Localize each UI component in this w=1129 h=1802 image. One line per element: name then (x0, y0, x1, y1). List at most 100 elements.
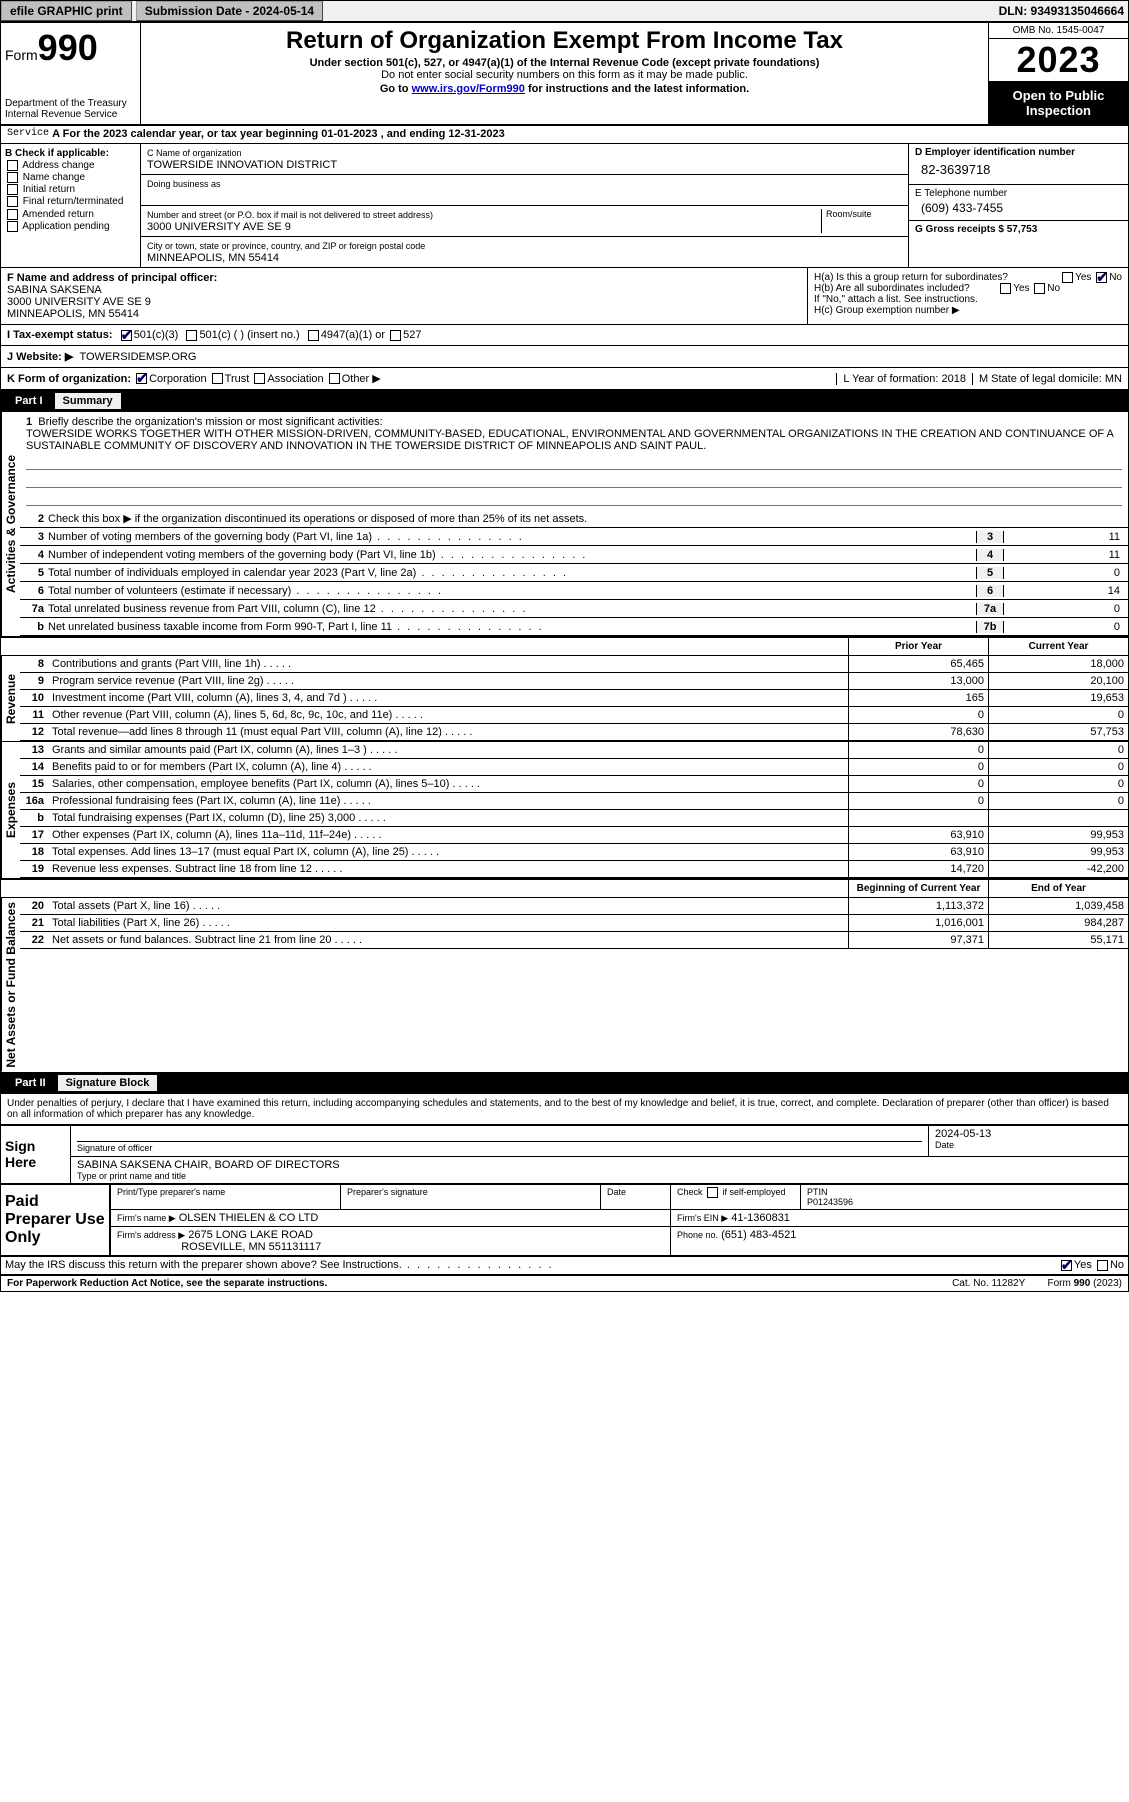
cb-501c[interactable] (186, 330, 197, 341)
table-row: 9Program service revenue (Part VIII, lin… (20, 673, 1128, 690)
cb-amended-return[interactable] (7, 209, 18, 220)
discuss-row: May the IRS discuss this return with the… (1, 1257, 1128, 1275)
ptin-value: P01243596 (807, 1197, 853, 1207)
room-suite-label: Room/suite (822, 209, 902, 233)
table-row: 16aProfessional fundraising fees (Part I… (20, 793, 1128, 810)
table-row: 13Grants and similar amounts paid (Part … (20, 742, 1128, 759)
cb-corporation[interactable] (136, 373, 147, 384)
telephone-value: (609) 433-7455 (915, 199, 1122, 217)
part-2-header: Part II Signature Block (1, 1072, 1128, 1094)
cb-association[interactable] (254, 373, 265, 384)
firm-phone: (651) 483-4521 (721, 1229, 796, 1241)
goto-link: Go to www.irs.gov/Form990 for instructio… (149, 83, 980, 95)
firm-name: OLSEN THIELEN & CO LTD (179, 1212, 319, 1224)
penalty-statement: Under penalties of perjury, I declare th… (1, 1094, 1128, 1124)
gross-receipts: G Gross receipts $ 57,753 (915, 224, 1037, 235)
table-row: 8Contributions and grants (Part VIII, li… (20, 656, 1128, 673)
cb-trust[interactable] (212, 373, 223, 384)
table-row: 12Total revenue—add lines 8 through 11 (… (20, 724, 1128, 741)
table-row: 11Other revenue (Part VIII, column (A), … (20, 707, 1128, 724)
table-row: bTotal fundraising expenses (Part IX, co… (20, 810, 1128, 827)
table-row: 15Salaries, other compensation, employee… (20, 776, 1128, 793)
form-title: Return of Organization Exempt From Incom… (149, 27, 980, 55)
signature-date: 2024-05-13 (935, 1128, 991, 1140)
year-formation: L Year of formation: 2018 (836, 373, 966, 385)
top-bar: efile GRAPHIC print Submission Date - 20… (0, 0, 1129, 22)
table-row: 17Other expenses (Part IX, column (A), l… (20, 827, 1128, 844)
side-activities-governance: Activities & Governance (1, 412, 20, 636)
paid-preparer-label: Paid Preparer Use Only (1, 1185, 111, 1255)
tax-year: 2023 (989, 39, 1128, 82)
section-b: B Check if applicable: Address change Na… (1, 144, 141, 267)
table-row: 3Number of voting members of the governi… (20, 528, 1128, 546)
side-expenses: Expenses (1, 742, 20, 878)
section-de: D Employer identification number 82-3639… (908, 144, 1128, 267)
cb-address-change[interactable] (7, 160, 18, 171)
section-fh: F Name and address of principal officer:… (1, 268, 1128, 325)
table-row: 7aTotal unrelated business revenue from … (20, 600, 1128, 618)
form-990-page: Form990 Department of the Treasury Inter… (0, 22, 1129, 1292)
table-row: 19Revenue less expenses. Subtract line 1… (20, 861, 1128, 878)
table-row: 14Benefits paid to or for members (Part … (20, 759, 1128, 776)
table-row: 6Total number of volunteers (estimate if… (20, 582, 1128, 600)
cb-hb-no[interactable] (1034, 283, 1045, 294)
row-klm: K Form of organization: Corporation Trus… (1, 368, 1128, 390)
city-state-zip: MINNEAPOLIS, MN 55414 (147, 252, 279, 264)
prior-current-header: Prior Year Current Year (1, 636, 1128, 656)
cb-527[interactable] (390, 330, 401, 341)
dept-treasury: Department of the Treasury Internal Reve… (5, 98, 136, 120)
cb-4947[interactable] (308, 330, 319, 341)
street-address: 3000 UNIVERSITY AVE SE 9 (147, 221, 291, 233)
ein-value: 82-3639718 (915, 158, 1122, 181)
side-net-assets: Net Assets or Fund Balances (1, 898, 20, 1072)
part-1-header: Part I Summary (1, 390, 1128, 412)
ssn-note: Do not enter social security numbers on … (149, 69, 980, 81)
form-number: Form990 (5, 27, 136, 69)
table-row: 22Net assets or fund balances. Subtract … (20, 932, 1128, 949)
paid-preparer-block: Paid Preparer Use Only Print/Type prepar… (1, 1185, 1128, 1257)
cb-final-return[interactable] (7, 196, 18, 207)
cb-name-change[interactable] (7, 172, 18, 183)
row-j-website: J Website: ▶ TOWERSIDEMSP.ORG (1, 346, 1128, 368)
table-row: 20Total assets (Part X, line 16) . . . .… (20, 898, 1128, 915)
website-value: TOWERSIDEMSP.ORG (79, 351, 196, 363)
cb-application-pending[interactable] (7, 221, 18, 232)
section-f: F Name and address of principal officer:… (1, 268, 808, 324)
irs-link[interactable]: www.irs.gov/Form990 (412, 83, 525, 95)
table-row: 4Number of independent voting members of… (20, 546, 1128, 564)
table-row: bNet unrelated business taxable income f… (20, 618, 1128, 636)
cb-initial-return[interactable] (7, 184, 18, 195)
table-row: 5Total number of individuals employed in… (20, 564, 1128, 582)
section-bcdeg: B Check if applicable: Address change Na… (1, 144, 1128, 268)
cb-501c3[interactable] (121, 330, 132, 341)
table-row: 21Total liabilities (Part X, line 26) . … (20, 915, 1128, 932)
page-footer: For Paperwork Reduction Act Notice, see … (1, 1275, 1128, 1291)
section-c: C Name of organization TOWERSIDE INNOVAT… (141, 144, 908, 267)
signature-block: Sign Here Signature of officer 2024-05-1… (1, 1124, 1128, 1185)
cb-hb-yes[interactable] (1000, 283, 1011, 294)
cb-self-employed[interactable] (707, 1187, 718, 1198)
cb-ha-yes[interactable] (1062, 272, 1073, 283)
form-header: Form990 Department of the Treasury Inter… (1, 23, 1128, 126)
row-i-tax-exempt: I Tax-exempt status: 501(c)(3) 501(c) ( … (1, 325, 1128, 346)
state-domicile: M State of legal domicile: MN (972, 373, 1122, 385)
cb-discuss-yes[interactable] (1061, 1260, 1072, 1271)
dln-label: DLN: 93493135046664 (999, 4, 1128, 18)
omb-number: OMB No. 1545-0047 (989, 23, 1128, 39)
officer-name: SABINA SAKSENA CHAIR, BOARD OF DIRECTORS (77, 1159, 340, 1171)
mission-block: 1 Briefly describe the organization's mi… (20, 412, 1128, 510)
submission-date-button[interactable]: Submission Date - 2024-05-14 (136, 1, 323, 21)
firm-ein: 41-1360831 (731, 1212, 790, 1224)
section-h: H(a) Is this a group return for subordin… (808, 268, 1128, 324)
efile-print-button[interactable]: efile GRAPHIC print (1, 1, 132, 21)
form-subtitle: Under section 501(c), 527, or 4947(a)(1)… (149, 57, 980, 69)
table-row: 10Investment income (Part VIII, column (… (20, 690, 1128, 707)
open-public-badge: Open to Public Inspection (989, 82, 1128, 124)
table-row: 18Total expenses. Add lines 13–17 (must … (20, 844, 1128, 861)
cb-other[interactable] (329, 373, 340, 384)
org-name: TOWERSIDE INNOVATION DISTRICT (147, 159, 337, 171)
cb-ha-no[interactable] (1096, 272, 1107, 283)
cb-discuss-no[interactable] (1097, 1260, 1108, 1271)
mission-text: TOWERSIDE WORKS TOGETHER WITH OTHER MISS… (26, 428, 1113, 452)
firm-address: 2675 LONG LAKE ROAD (188, 1229, 313, 1241)
